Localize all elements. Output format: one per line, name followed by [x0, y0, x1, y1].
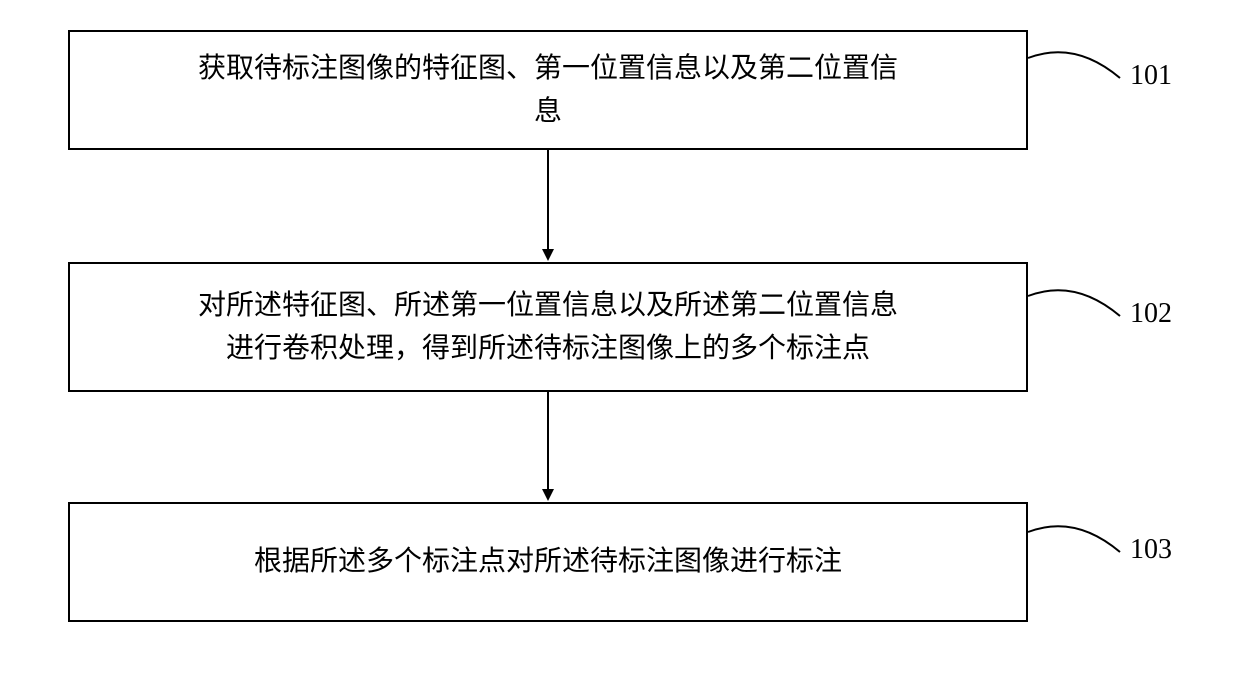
flowchart-node-text: 对所述特征图、所述第一位置信息以及所述第二位置信息 进行卷积处理，得到所述待标注… — [198, 284, 898, 371]
flowchart-leader — [1028, 52, 1120, 78]
flowchart-node-step3: 根据所述多个标注点对所述待标注图像进行标注 — [68, 502, 1028, 622]
flowchart-step-label-102: 102 — [1130, 298, 1172, 330]
flowchart-node-step2: 对所述特征图、所述第一位置信息以及所述第二位置信息 进行卷积处理，得到所述待标注… — [68, 262, 1028, 392]
flowchart-node-text: 获取待标注图像的特征图、第一位置信息以及第二位置信 息 — [198, 47, 898, 134]
flowchart-leader — [1028, 290, 1120, 316]
flowchart-step-label-103: 103 — [1130, 534, 1172, 566]
flowchart-node-step1: 获取待标注图像的特征图、第一位置信息以及第二位置信 息 — [68, 30, 1028, 150]
flowchart-canvas: 获取待标注图像的特征图、第一位置信息以及第二位置信 息 对所述特征图、所述第一位… — [0, 0, 1240, 683]
flowchart-leader — [1028, 526, 1120, 552]
flowchart-node-text: 根据所述多个标注点对所述待标注图像进行标注 — [254, 540, 842, 583]
flowchart-step-label-101: 101 — [1130, 60, 1172, 92]
